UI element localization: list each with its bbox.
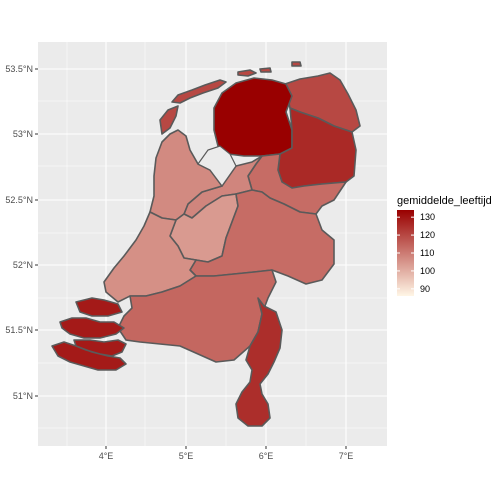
y-axis: 53.5°N 53°N 52.5°N 52°N 51.5°N 51°N [5, 64, 38, 401]
legend-title: gemiddelde_leeftijd [397, 195, 492, 207]
legend-tick-label: 90 [420, 284, 430, 294]
legend-tick-label: 130 [420, 212, 435, 222]
region-friesland-islands [159, 61, 302, 135]
region-zeeland [51, 297, 127, 371]
region-limburg [235, 297, 283, 427]
legend-tick-label: 100 [420, 266, 435, 276]
y-tick-label: 51.5°N [5, 325, 33, 335]
y-tick-label: 53°N [13, 129, 33, 139]
legend: gemiddelde_leeftijd 130 120 110 100 90 [397, 195, 492, 296]
lake-ijsselmeer [197, 145, 237, 188]
region-groningen [213, 77, 293, 157]
y-tick-label: 53.5°N [5, 64, 33, 74]
legend-tick-label: 120 [420, 230, 435, 240]
provinces [51, 61, 361, 427]
legend-tick-label: 110 [420, 248, 434, 258]
x-tick-label: 4°E [99, 451, 114, 461]
region-gelderland [189, 189, 335, 285]
x-tick-label: 6°E [259, 451, 274, 461]
y-tick-label: 52.5°N [5, 195, 33, 205]
y-tick-label: 52°N [13, 260, 33, 270]
y-tick-label: 51°N [13, 391, 33, 401]
x-axis: 4°E 5°E 6°E 7°E [99, 446, 354, 461]
legend-colorbar [397, 210, 414, 296]
x-tick-label: 5°E [179, 451, 194, 461]
x-tick-label: 7°E [339, 451, 354, 461]
